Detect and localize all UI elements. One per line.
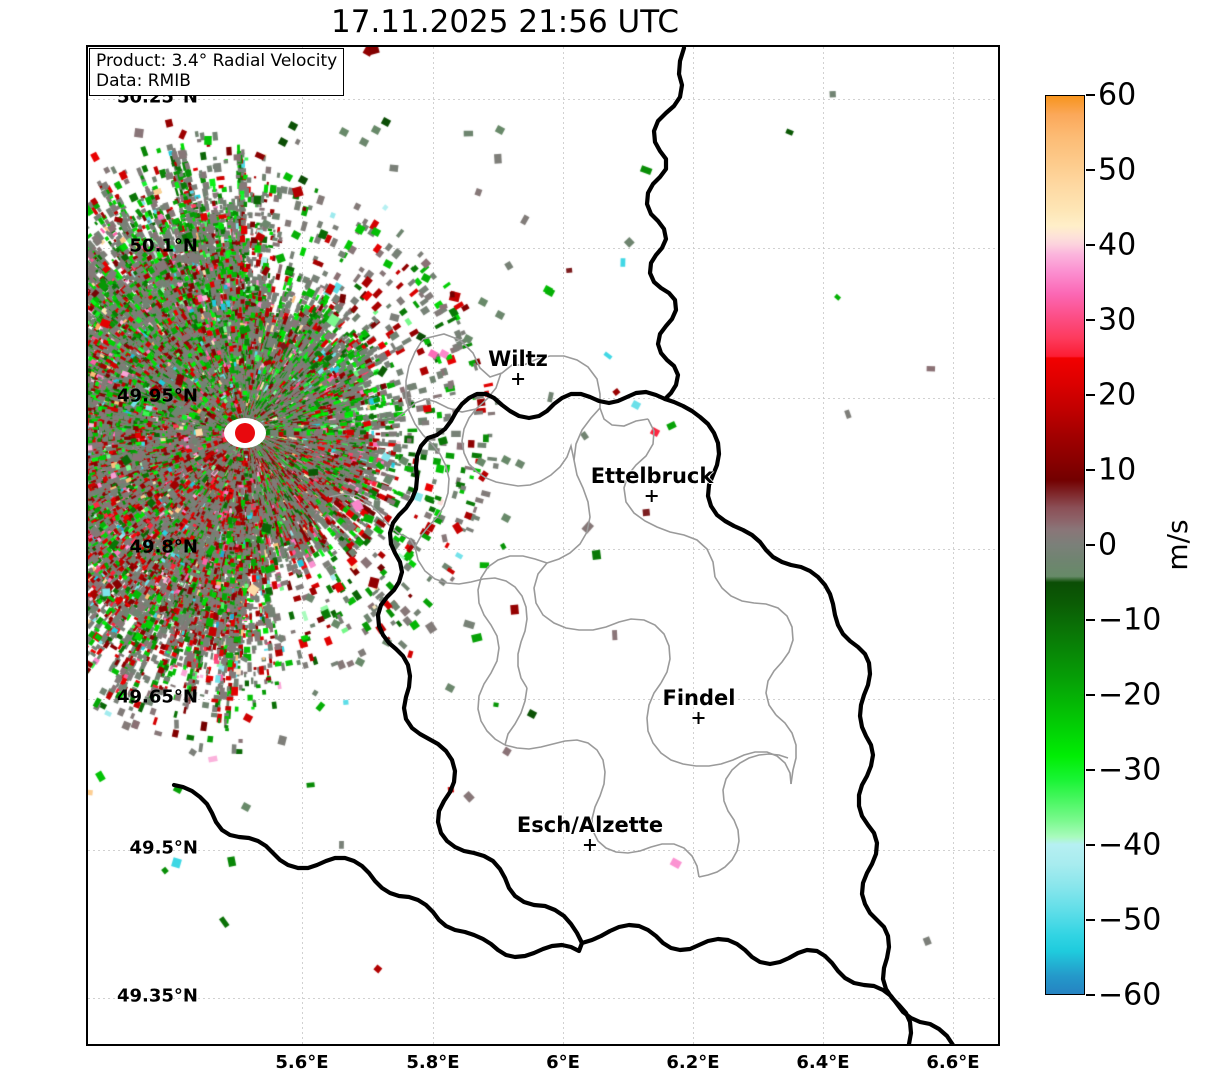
city-label: Findel [662, 686, 736, 710]
colorbar-tick-mark [1086, 844, 1095, 846]
city-marker: Wiltz [488, 347, 548, 386]
colorbar-tick-label: 20 [1098, 377, 1137, 413]
radar-echo-layer [88, 47, 998, 1044]
lon-tick-label: 6.4°E [796, 1052, 850, 1073]
product-label: Product: 3.4° Radial Velocity [96, 51, 338, 71]
colorbar-tick-label: 60 [1098, 77, 1137, 113]
colorbar-tick-label: 30 [1098, 302, 1137, 338]
city-cross-icon [511, 372, 525, 386]
lon-tick-label: 6°E [546, 1052, 580, 1073]
colorbar-tick-mark [1086, 244, 1095, 246]
radar-site-marker [235, 423, 255, 443]
lat-tick-label: 49.5°N [129, 837, 198, 859]
colorbar-tick-mark [1086, 919, 1095, 921]
colorbar-tick-label: −60 [1098, 977, 1162, 1013]
lat-tick-label: 49.35°N [117, 985, 198, 1007]
colorbar-unit-label: m/s [1161, 519, 1195, 571]
colorbar-tick-mark [1086, 619, 1095, 621]
city-label: Wiltz [488, 347, 548, 371]
lat-tick-label: 49.65°N [117, 686, 198, 708]
lon-tick-label: 5.6°E [275, 1052, 329, 1073]
colorbar-tick-mark [1086, 769, 1095, 771]
colorbar-tick-mark [1086, 544, 1095, 546]
city-marker: Esch/Alzette [517, 813, 663, 852]
colorbar-tick-mark [1086, 469, 1095, 471]
city-cross-icon [692, 711, 706, 725]
lat-tick-label: 49.95°N [117, 385, 198, 407]
colorbar-tick-label: −50 [1098, 902, 1162, 938]
colorbar-tick-label: −40 [1098, 827, 1162, 863]
map-plot-area[interactable]: Wiltz Ettelbruck Findel Esch/Alzette [86, 45, 1000, 1046]
colorbar-tick-label: 0 [1098, 527, 1118, 563]
lat-tick-label: 49.8°N [129, 536, 198, 558]
lon-tick-label: 6.2°E [666, 1052, 720, 1073]
colorbar-tick-label: −30 [1098, 752, 1162, 788]
lat-tick-label: 50.1°N [129, 235, 198, 257]
colorbar-tick-mark [1086, 94, 1095, 96]
colorbar-tick-mark [1086, 319, 1095, 321]
colorbar-tick-mark [1086, 994, 1095, 996]
colorbar-tick-mark [1086, 169, 1095, 171]
city-cross-icon [645, 489, 659, 503]
colorbar-tick-label: 40 [1098, 227, 1137, 263]
colorbar-tick-label: −20 [1098, 677, 1162, 713]
colorbar-tick-label: −10 [1098, 602, 1162, 638]
data-source-label: Data: RMIB [96, 70, 191, 91]
lon-tick-label: 5.8°E [406, 1052, 460, 1073]
colorbar-tick-mark [1086, 394, 1095, 396]
page-title: 17.11.2025 21:56 UTC [331, 4, 679, 40]
city-label: Ettelbruck [590, 464, 714, 488]
city-label: Esch/Alzette [516, 813, 664, 837]
lon-tick-label: 6.6°E [926, 1052, 980, 1073]
colorbar-tick-label: 50 [1098, 152, 1137, 188]
city-cross-icon [583, 838, 597, 852]
colorbar-gradient [1046, 96, 1084, 994]
colorbar-tick-mark [1086, 694, 1095, 696]
velocity-colorbar[interactable] [1045, 95, 1085, 995]
product-info-box: Product: 3.4° Radial Velocity Data: RMIB [89, 48, 345, 97]
city-marker: Findel [662, 686, 736, 725]
colorbar-tick-label: 10 [1098, 452, 1137, 488]
city-marker: Ettelbruck [590, 464, 714, 503]
